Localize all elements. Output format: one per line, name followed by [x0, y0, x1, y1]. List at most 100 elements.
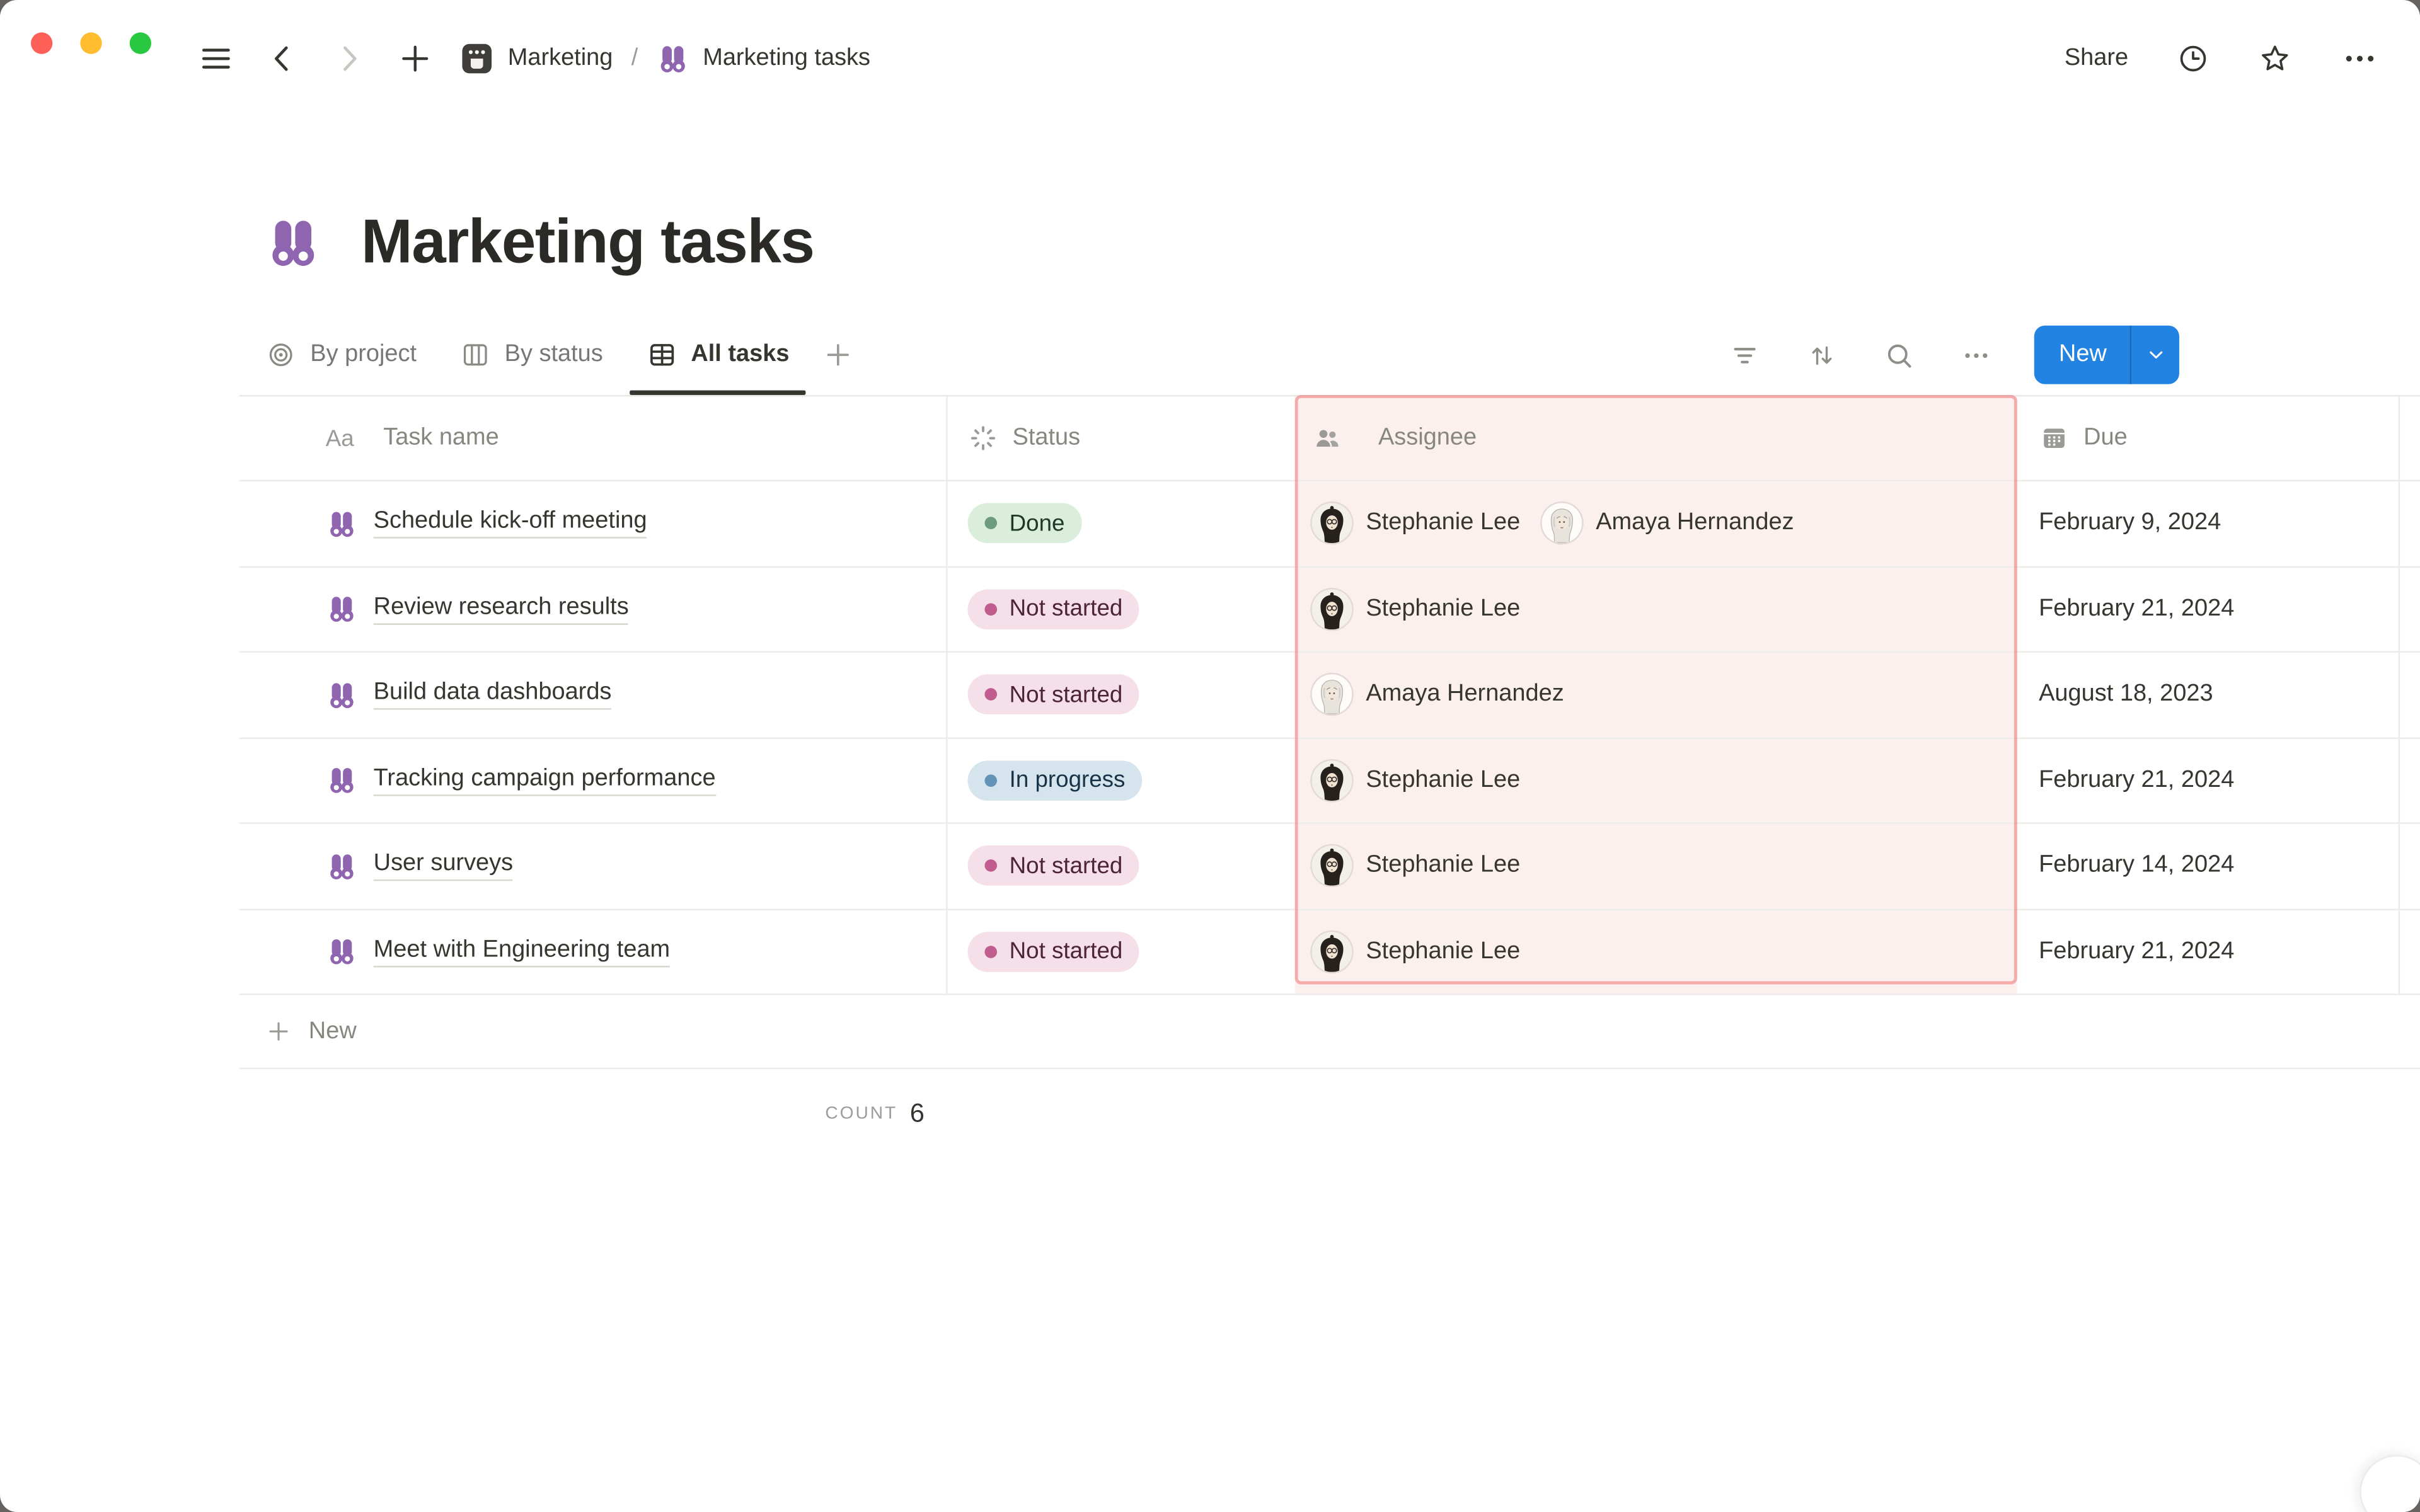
- new-button[interactable]: New: [2034, 325, 2179, 384]
- column-label: Assignee: [1378, 424, 1477, 451]
- sidebar-menu-icon[interactable]: [197, 40, 234, 77]
- status-dot-icon: [984, 774, 998, 787]
- column-header-due[interactable]: Due: [2017, 396, 2399, 479]
- status-cell[interactable]: Not started: [946, 823, 1294, 908]
- task-name-cell[interactable]: Review research results: [239, 567, 947, 651]
- binoculars-icon: [326, 679, 358, 711]
- favorite-star-icon[interactable]: [2258, 42, 2292, 76]
- text-property-icon: Aa: [325, 425, 354, 452]
- new-row-button[interactable]: New: [239, 995, 2420, 1070]
- add-column-area[interactable]: [2398, 396, 2420, 480]
- task-page-link[interactable]: Tracking campaign performance: [373, 765, 716, 796]
- due-cell[interactable]: February 21, 2024: [2017, 910, 2399, 994]
- status-label: Not started: [1009, 852, 1123, 879]
- person-chip[interactable]: Stephanie Lee: [1311, 845, 1521, 886]
- view-more-icon[interactable]: [1960, 339, 1992, 371]
- column-header-status[interactable]: Status: [946, 396, 1294, 480]
- new-button-chevron-down-icon[interactable]: [2129, 325, 2179, 384]
- task-page-link[interactable]: Review research results: [373, 593, 629, 625]
- close-window-button[interactable]: [30, 32, 53, 54]
- avatar: [1311, 760, 1352, 801]
- assignee-cell[interactable]: Stephanie Lee: [1294, 738, 2017, 823]
- assignee-cell[interactable]: Stephanie Lee: [1294, 567, 2017, 651]
- breadcrumb-item-marketing[interactable]: Marketing: [507, 45, 613, 71]
- status-spinner-icon: [968, 423, 999, 454]
- share-button[interactable]: Share: [2064, 45, 2129, 71]
- status-badge[interactable]: Not started: [967, 588, 1140, 629]
- top-bar: Marketing / Marketing tasks Share: [0, 0, 2420, 117]
- person-name: Stephanie Lee: [1366, 852, 1521, 879]
- due-cell[interactable]: February 9, 2024: [2017, 481, 2399, 565]
- binoculars-icon: [326, 850, 358, 882]
- status-cell[interactable]: Not started: [946, 909, 1294, 994]
- column-header-assignee[interactable]: Assignee: [1294, 396, 2017, 480]
- binoculars-icon: [326, 593, 358, 625]
- history-clock-icon[interactable]: [2176, 42, 2210, 76]
- task-page-link[interactable]: Meet with Engineering team: [373, 936, 671, 967]
- page-binoculars-icon[interactable]: [264, 213, 323, 272]
- task-name-cell[interactable]: Meet with Engineering team: [239, 910, 947, 994]
- person-chip[interactable]: Stephanie Lee: [1311, 503, 1520, 544]
- task-name-cell[interactable]: User surveys: [239, 824, 947, 908]
- status-cell[interactable]: In progress: [946, 738, 1294, 823]
- status-dot-icon: [984, 688, 998, 701]
- tab-all-tasks[interactable]: All tasks: [628, 315, 808, 395]
- due-cell[interactable]: February 21, 2024: [2017, 567, 2399, 651]
- table-row: Tracking campaign performance In progress…: [239, 738, 2420, 824]
- target-icon: [265, 340, 296, 370]
- forward-icon[interactable]: [330, 40, 367, 77]
- count-footer[interactable]: COUNT 6: [239, 1069, 947, 1159]
- status-cell[interactable]: Not started: [946, 567, 1294, 651]
- tab-label: By project: [310, 341, 417, 367]
- status-badge[interactable]: Done: [967, 503, 1082, 544]
- tab-by-project[interactable]: By project: [247, 315, 435, 395]
- due-cell[interactable]: February 14, 2024: [2017, 824, 2399, 908]
- task-page-link[interactable]: Build data dashboards: [373, 679, 612, 711]
- add-view-icon[interactable]: [823, 340, 854, 370]
- person-chip[interactable]: Stephanie Lee: [1311, 760, 1520, 801]
- search-icon[interactable]: [1883, 339, 1915, 371]
- task-name-cell[interactable]: Schedule kick-off meeting: [239, 481, 947, 565]
- tab-by-status[interactable]: By status: [441, 315, 621, 395]
- page-title-text[interactable]: Marketing tasks: [361, 207, 815, 276]
- page-content: Marketing tasks By project By status All…: [0, 202, 2420, 1159]
- assignee-cell[interactable]: Amaya Hernandez: [1294, 652, 2017, 737]
- tab-label: All tasks: [691, 341, 790, 367]
- assignee-cell[interactable]: Stephanie Lee Amaya Hernandez: [1294, 481, 2017, 566]
- due-cell[interactable]: August 18, 2023: [2017, 653, 2399, 736]
- task-name-cell[interactable]: Tracking campaign performance: [239, 738, 947, 822]
- zoom-window-button[interactable]: [129, 32, 152, 54]
- status-cell[interactable]: Not started: [946, 652, 1294, 737]
- assignee-cell[interactable]: Stephanie Lee: [1294, 823, 2017, 908]
- status-badge[interactable]: In progress: [967, 760, 1143, 801]
- help-button[interactable]: [2360, 1455, 2420, 1512]
- task-page-link[interactable]: User surveys: [373, 850, 514, 881]
- status-label: Not started: [1009, 681, 1123, 708]
- due-cell[interactable]: February 21, 2024: [2017, 738, 2399, 822]
- due-date: February 14, 2024: [2039, 852, 2235, 879]
- breadcrumb: Marketing / Marketing tasks: [458, 40, 870, 77]
- binoculars-icon: [657, 42, 691, 76]
- task-page-link[interactable]: Schedule kick-off meeting: [373, 508, 647, 539]
- status-badge[interactable]: Not started: [967, 845, 1140, 886]
- column-header-task-name[interactable]: Aa Task name: [239, 396, 947, 479]
- task-name-cell[interactable]: Build data dashboards: [239, 653, 947, 736]
- views-bar: By project By status All tasks: [239, 315, 2420, 395]
- person-chip[interactable]: Stephanie Lee: [1311, 588, 1520, 629]
- status-badge[interactable]: Not started: [967, 931, 1140, 972]
- binoculars-icon: [326, 764, 358, 796]
- sort-icon[interactable]: [1806, 339, 1838, 371]
- status-cell[interactable]: Done: [946, 481, 1294, 566]
- filter-icon[interactable]: [1729, 339, 1761, 371]
- breadcrumb-item-marketing-tasks[interactable]: Marketing tasks: [703, 45, 871, 71]
- person-chip[interactable]: Amaya Hernandez: [1541, 503, 1794, 544]
- status-badge[interactable]: Not started: [967, 674, 1140, 715]
- new-page-icon[interactable]: [396, 40, 434, 77]
- person-chip[interactable]: Stephanie Lee: [1311, 931, 1520, 972]
- minimize-window-button[interactable]: [80, 32, 102, 54]
- back-icon[interactable]: [264, 40, 301, 77]
- person-chip[interactable]: Amaya Hernandez: [1311, 674, 1564, 715]
- assignee-cell[interactable]: Stephanie Lee: [1294, 909, 2017, 994]
- view-toolbar: New: [1729, 325, 2179, 384]
- more-options-icon[interactable]: [2340, 38, 2380, 79]
